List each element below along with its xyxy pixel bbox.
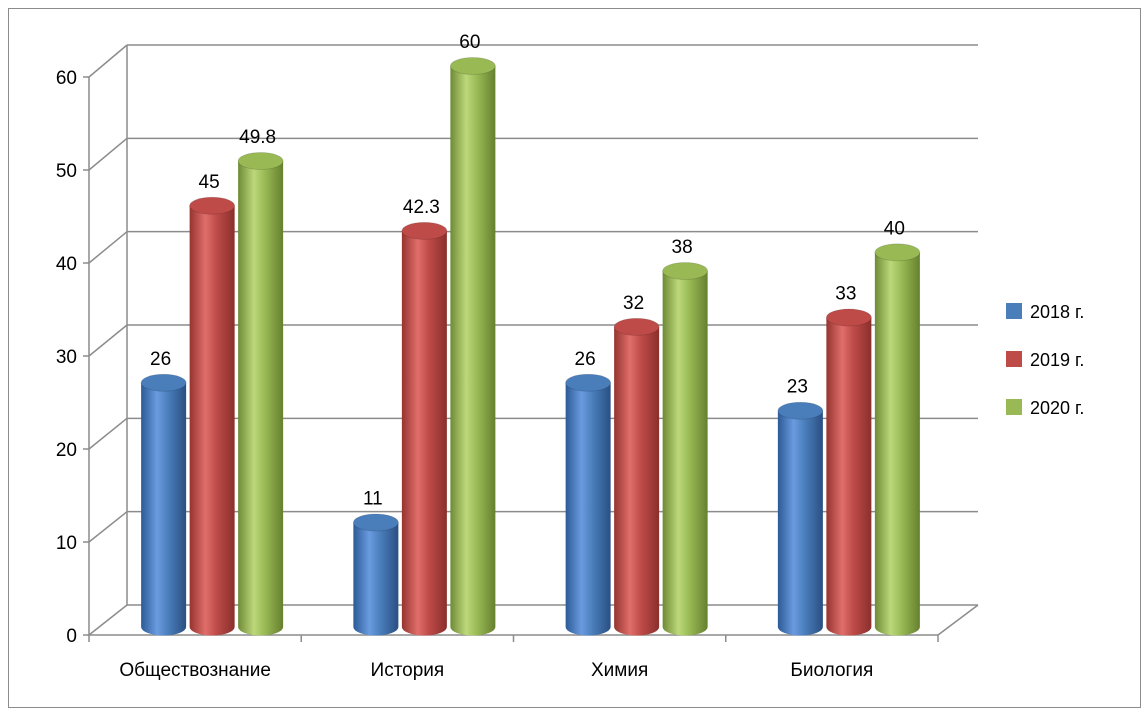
- data-label: 33: [835, 284, 856, 305]
- bar-2019г-0: [189, 205, 235, 636]
- bar-top: [140, 373, 187, 392]
- y-tick-label: 30: [56, 347, 77, 368]
- data-label: 23: [787, 377, 808, 398]
- bar-top: [237, 152, 284, 170]
- bar-top: [189, 196, 236, 215]
- bar-top: [825, 308, 872, 327]
- gridline-diagonal: [88, 511, 128, 543]
- y-tick-label: 50: [56, 161, 77, 182]
- legend-swatch: [1006, 351, 1022, 367]
- y-axis-tick-labels: 0 10 20 30 40 50 60: [56, 68, 77, 647]
- legend-label: 2019 г.: [1030, 350, 1084, 370]
- bar-2020г-1: [450, 66, 496, 636]
- bar-top: [662, 262, 709, 280]
- bars: [140, 57, 921, 636]
- legend: 2018 г. 2019 г. 2020 г.: [1006, 302, 1084, 418]
- bar-top: [352, 513, 399, 532]
- bar-top: [565, 373, 612, 392]
- gridline-diagonal: [88, 604, 128, 636]
- bar-top: [874, 243, 921, 262]
- x-category-label: Химия: [591, 660, 648, 681]
- bar-2020г-2: [662, 270, 708, 636]
- bar-2018г-1: [353, 522, 399, 636]
- x-category-label: История: [371, 660, 445, 681]
- y-tick-label: 20: [56, 440, 77, 461]
- data-label: 26: [575, 349, 596, 370]
- gridline-diagonal: [88, 417, 128, 450]
- bar-top: [401, 222, 448, 240]
- gridline-diagonal: [88, 44, 128, 78]
- legend-swatch: [1006, 303, 1022, 319]
- bar-top: [449, 57, 496, 75]
- bar-2020г-0: [238, 161, 284, 636]
- bar-2018г-3: [777, 410, 823, 636]
- data-label: 45: [199, 172, 220, 193]
- legend-label: 2020 г.: [1030, 398, 1084, 418]
- floor-right-edge: [937, 604, 979, 636]
- bar-2019г-3: [826, 317, 872, 636]
- legend-label: 2018 г.: [1030, 302, 1084, 322]
- data-label: 42.3: [403, 197, 440, 218]
- bar-2018г-0: [141, 382, 187, 636]
- y-tick-label: 40: [56, 254, 77, 275]
- bar-top: [613, 317, 660, 336]
- gridline-diagonal: [88, 231, 128, 264]
- bar-2019г-2: [614, 326, 660, 636]
- data-label: 26: [150, 349, 171, 370]
- bar-2020г-3: [874, 252, 920, 636]
- legend-swatch: [1006, 399, 1022, 415]
- bar-top: [777, 401, 824, 420]
- y-tick-label: 60: [56, 68, 77, 89]
- x-axis-category-labels: Обществознание История Химия Биология: [119, 660, 873, 681]
- data-label: 49.8: [239, 127, 276, 148]
- data-label: 60: [459, 32, 480, 53]
- y-tick-label: 0: [66, 626, 77, 647]
- data-label: 38: [672, 237, 693, 258]
- bar-2018г-2: [565, 382, 611, 636]
- y-tick-label: 10: [56, 533, 77, 554]
- data-label: 32: [623, 293, 644, 314]
- x-category-label: Биология: [790, 660, 873, 681]
- data-label: 40: [884, 218, 905, 239]
- x-category-label: Обществознание: [119, 660, 271, 681]
- gridline-diagonal: [88, 137, 128, 171]
- data-label: 11: [363, 489, 383, 510]
- gridline-diagonal: [88, 324, 128, 357]
- bar-2019г-1: [401, 230, 447, 636]
- data-labels: 26 45 49.8 11 42.3 60 26 32 38 23 33 40: [150, 32, 905, 510]
